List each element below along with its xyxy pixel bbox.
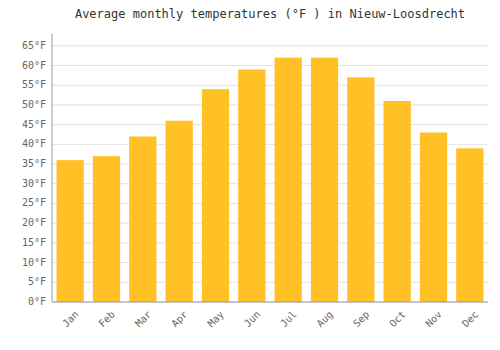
grid-line [52, 104, 488, 105]
x-axis-line [52, 302, 488, 303]
grid-line [52, 85, 488, 86]
x-tick-label: Sep [351, 309, 372, 330]
x-tick-label: Jun [242, 309, 263, 330]
y-tick-label: 45°F [22, 119, 46, 130]
chart-container: Average monthly temperatures (°F ) in Ni… [0, 0, 500, 350]
bar [456, 148, 483, 302]
bar [202, 89, 229, 302]
x-tick-labels: Jan Feb Mar Apr May Jun Jul Aug Sep Oct Nov Dec [60, 309, 480, 330]
bar [420, 133, 447, 302]
bar [311, 58, 338, 302]
bar [93, 156, 120, 302]
x-tick-label: Mar [133, 309, 154, 330]
y-tick-label: 55°F [22, 79, 46, 90]
x-tick-label: Nov [423, 309, 444, 330]
x-tick-label: Jul [278, 309, 299, 330]
y-tick-label: 65°F [22, 40, 46, 51]
y-tick-label: 60°F [22, 60, 46, 71]
y-tick-labels: 0°F 5°F 10°F 15°F 20°F 25°F 30°F 35°F 40°F 45°F 50… [22, 40, 46, 307]
y-tick-label: 20°F [22, 217, 46, 228]
grid [52, 46, 488, 302]
y-tick-label: 5°F [28, 276, 46, 287]
x-tick-label: Feb [96, 309, 117, 330]
title: Average monthly temperatures (°F ) in Ni… [75, 7, 465, 21]
bar [384, 101, 411, 302]
y-tick-label: 50°F [22, 99, 46, 110]
grid-line [52, 65, 488, 66]
y-axis-line [52, 34, 53, 302]
bar [238, 69, 265, 302]
bar [166, 121, 193, 302]
y-tick-label: 35°F [22, 158, 46, 169]
bar [275, 58, 302, 302]
y-tick-label: 0°F [28, 296, 46, 307]
bar [347, 77, 374, 302]
grid-line [52, 124, 488, 125]
x-tick-label: Dec [460, 309, 481, 330]
bar [57, 160, 84, 302]
x-tick-label: Apr [169, 309, 190, 330]
y-tick-label: 15°F [22, 237, 46, 248]
y-tick-label: 40°F [22, 138, 46, 149]
x-tick-label: May [205, 309, 226, 330]
y-tick-label: 10°F [22, 257, 46, 268]
x-tick-label: Jan [60, 309, 81, 330]
x-tick-label: Aug [314, 309, 335, 330]
grid-line [52, 45, 488, 46]
grid-line [52, 302, 488, 303]
chart: Average monthly temperatures (°F ) in Ni… [0, 0, 500, 350]
x-tick-label: Oct [387, 309, 408, 330]
y-tick-label: 25°F [22, 197, 46, 208]
y-tick-label: 30°F [22, 178, 46, 189]
bar [129, 136, 156, 302]
bars [57, 58, 484, 302]
